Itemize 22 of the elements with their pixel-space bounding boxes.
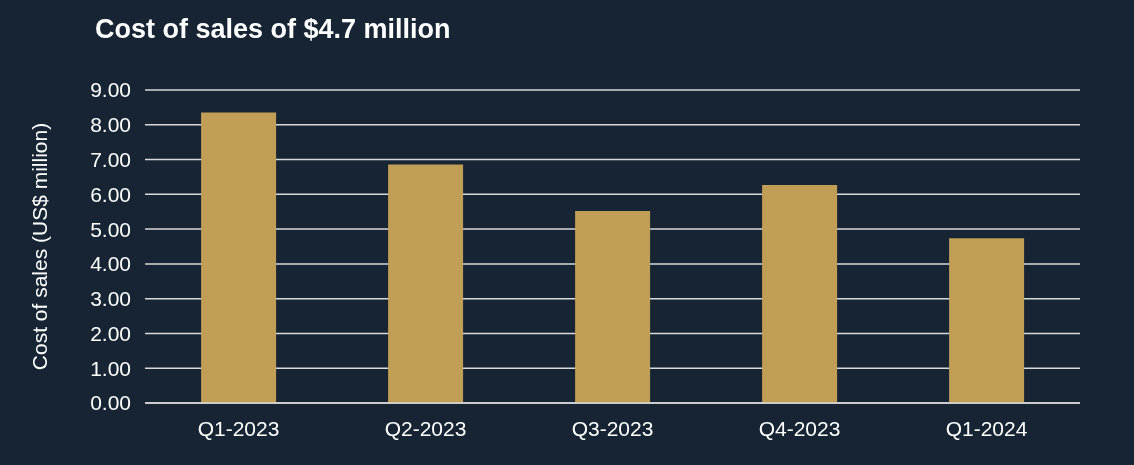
y-axis-title: Cost of sales (US$ million) [28, 122, 52, 371]
x-tick-label: Q3-2023 [571, 416, 654, 440]
y-tick-label: 1.00 [90, 356, 131, 380]
bar [575, 211, 651, 403]
y-tick-label: 9.00 [90, 78, 131, 102]
x-tick-label: Q1-2024 [945, 416, 1028, 440]
bar [949, 238, 1025, 403]
y-tick-label: 4.00 [90, 252, 131, 276]
y-tick-label: 7.00 [90, 148, 131, 172]
y-tick-label: 0.00 [90, 391, 131, 415]
x-tick-label: Q2-2023 [384, 416, 467, 440]
y-tick-label: 3.00 [90, 287, 131, 311]
x-tick-label: Q1-2023 [197, 416, 280, 440]
y-tick-label: 5.00 [90, 217, 131, 241]
x-tick-label: Q4-2023 [758, 416, 841, 440]
bar [762, 184, 838, 403]
bar [388, 164, 464, 403]
y-tick-label: 6.00 [90, 182, 131, 206]
y-tick-label: 8.00 [90, 113, 131, 137]
y-tick-label: 2.00 [90, 321, 131, 345]
chart-title: Cost of sales of $4.7 million [95, 14, 451, 45]
bar [201, 112, 277, 403]
